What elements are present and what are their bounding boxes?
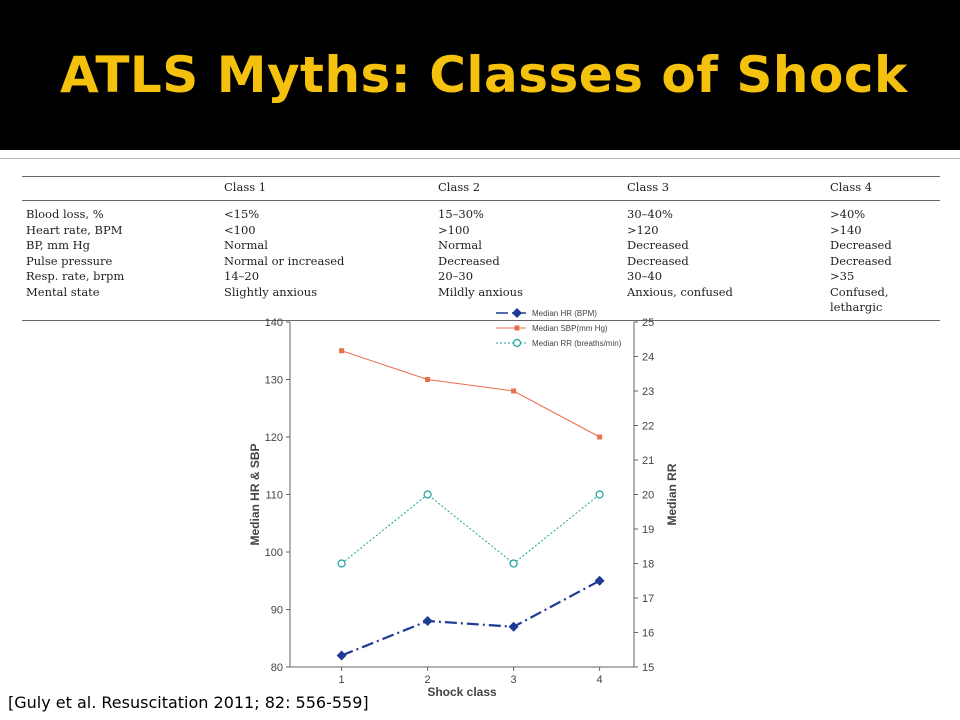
slide-content: [0, 150, 960, 720]
legend-marker: [514, 325, 520, 331]
table-cell: >120: [627, 222, 659, 237]
shock-class-chart: 8090100110120130140151617181920212223242…: [248, 308, 679, 699]
y2-tick-label: 20: [642, 490, 654, 502]
x-tick-label: 4: [597, 674, 603, 686]
table-header-cell: [22, 176, 220, 201]
data-point-series-1: [336, 650, 347, 661]
table-cell: Confused, lethargic: [826, 284, 940, 321]
y2-tick-label: 16: [642, 628, 654, 640]
table-row: Mental state Slightly anxious Mildly anx…: [22, 284, 940, 321]
table-cell: 15–30%: [438, 207, 484, 221]
y2-tick-label: 22: [642, 421, 654, 433]
table-header-cell: Class 4: [826, 176, 940, 201]
slide-title: ATLS Myths: Classes of Shock: [60, 46, 908, 104]
data-point-series-3: [337, 559, 346, 568]
x-axis-title: Shock class: [427, 685, 497, 699]
series-line-1: [341, 579, 601, 657]
table-cell: Pulse pressure: [26, 253, 113, 268]
y-tick-label: 120: [265, 432, 283, 444]
y2-tick-label: 21: [642, 455, 654, 467]
y2-axis-title: Median RR: [665, 463, 679, 525]
table-row: Resp. rate, brpm 14–20 20–30 30–40 >35: [22, 269, 940, 285]
table-cell: Normal: [438, 238, 482, 252]
table-cell: Decreased: [438, 253, 500, 268]
data-point-series-2: [511, 388, 517, 394]
table-cell: <100: [224, 222, 256, 237]
table-cell: Mental state: [22, 284, 220, 321]
y-tick-label: 140: [265, 317, 283, 329]
x-tick-label: 3: [511, 674, 517, 686]
data-point-series-3: [595, 490, 604, 499]
series-line-3: [341, 493, 600, 565]
y2-tick-label: 19: [642, 524, 654, 536]
table-cell: Decreased: [830, 238, 892, 252]
table-cell: 30–40%: [627, 207, 673, 221]
table-cell: >140: [830, 222, 862, 237]
data-point-series-1: [594, 575, 605, 586]
table-row: Blood loss, % <15% 15–30% 30–40% >40%: [22, 201, 940, 223]
citation: [Guly et al. Resuscitation 2011; 82: 556…: [8, 693, 369, 712]
x-tick-label: 2: [425, 674, 431, 686]
data-point-series-2: [425, 377, 431, 382]
table-cell: Anxious, confused: [623, 284, 826, 321]
shock-class-table: Class 1 Class 2 Class 3 Class 4 Blood lo…: [22, 176, 940, 321]
table-cell: Slightly anxious: [220, 284, 434, 321]
x-tick-label: 1: [339, 674, 345, 686]
table-header-cell: Class 2: [434, 176, 623, 201]
table-cell: Normal or increased: [224, 253, 345, 268]
table-cell: <15%: [224, 207, 260, 221]
table-row: BP, mm Hg Normal Normal Decreased Decrea…: [22, 238, 940, 254]
table-row: Pulse pressure Normal or increased Decre…: [22, 254, 940, 270]
title-divider: [0, 150, 960, 159]
y-tick-label: 90: [271, 605, 283, 617]
table-row: Heart rate, BPM <100 >100 >120 >140: [22, 223, 940, 239]
series-line-2: [341, 350, 600, 438]
data-point-series-1: [508, 621, 519, 632]
table-cell: Heart rate, BPM: [26, 222, 123, 237]
data-point-series-1: [422, 616, 433, 626]
y-axis-title: Median HR & SBP: [248, 443, 262, 545]
table-cell: 30–40: [627, 269, 663, 283]
y-tick-label: 130: [265, 375, 283, 387]
table-cell: >35: [830, 269, 855, 283]
y-tick-label: 80: [271, 662, 283, 674]
legend-label: Median RR (breaths/min): [532, 339, 622, 348]
data-point-series-3: [423, 490, 432, 499]
legend-marker: [512, 308, 522, 318]
y2-tick-label: 17: [642, 593, 654, 605]
legend-label: Median SBP(mm Hg): [532, 324, 608, 333]
table-header-row: Class 1 Class 2 Class 3 Class 4: [22, 176, 940, 201]
legend-label: Median HR (BPM): [532, 309, 597, 318]
y2-tick-label: 24: [642, 352, 654, 364]
data-point-series-2: [339, 348, 345, 354]
table-cell: BP, mm Hg: [26, 238, 91, 252]
table-header-cell: Class 3: [623, 176, 826, 201]
y2-tick-label: 18: [642, 559, 654, 571]
table-cell: Decreased: [830, 253, 892, 268]
data-point-series-2: [597, 434, 603, 440]
table-cell: Blood loss, %: [26, 207, 104, 221]
table-cell: Resp. rate, brpm: [26, 269, 125, 283]
table-cell: >100: [438, 222, 470, 237]
table-cell: 20–30: [438, 269, 474, 283]
y-tick-label: 100: [265, 547, 283, 559]
title-bar: ATLS Myths: Classes of Shock: [0, 0, 960, 150]
y2-tick-label: 23: [642, 386, 654, 398]
table-cell: 14–20: [224, 269, 260, 283]
table-cell: >40%: [830, 207, 866, 221]
legend-marker: [512, 338, 522, 348]
table-cell: Decreased: [627, 238, 689, 252]
y-tick-label: 110: [265, 490, 283, 502]
table-cell: Normal: [224, 238, 268, 252]
y2-tick-label: 15: [642, 662, 654, 674]
table-cell: Mildly anxious: [434, 284, 623, 321]
table-cell: Decreased: [627, 253, 689, 268]
table-header-cell: Class 1: [220, 176, 434, 201]
data-point-series-3: [509, 559, 518, 568]
y2-tick-label: 25: [642, 317, 654, 329]
